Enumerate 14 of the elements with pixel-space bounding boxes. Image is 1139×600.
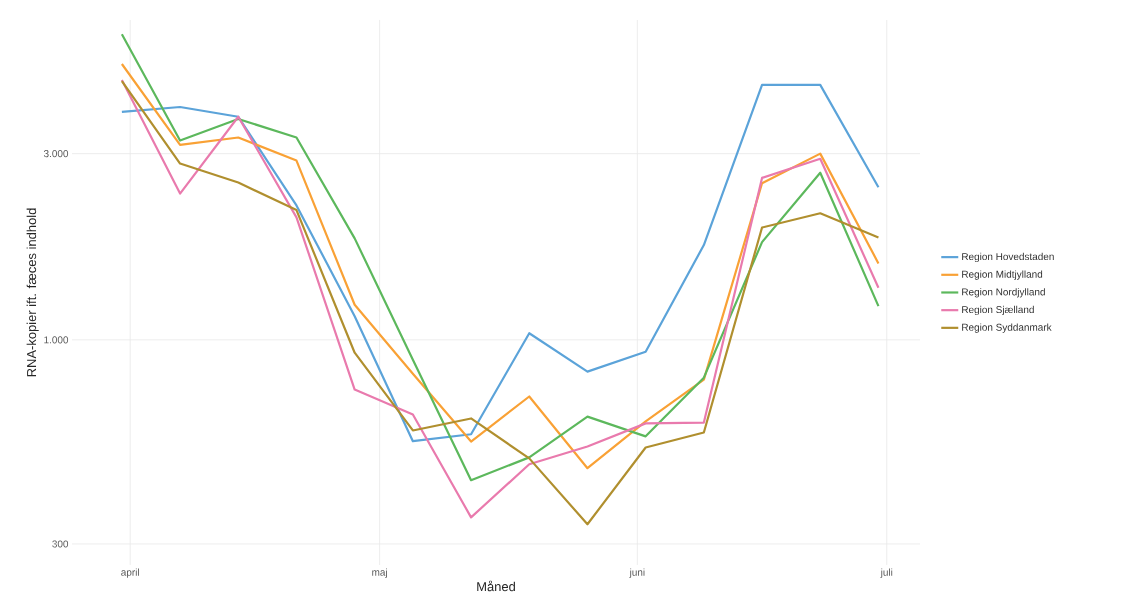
legend-label: Region Syddanmark <box>962 323 1052 333</box>
x-tick-label: april <box>121 568 139 578</box>
y-axis-title: RNA-kopier ift. fæces indhold <box>26 208 39 377</box>
x-tick-label: juli <box>880 568 893 578</box>
x-tick-label: juni <box>629 568 645 578</box>
x-tick-label: maj <box>372 568 387 578</box>
y-tick-label: 300 <box>52 540 69 548</box>
y-tick-label: 3.000 <box>43 150 69 158</box>
legend-label: Region Nordjylland <box>962 288 1045 298</box>
y-tick-label: 1.000 <box>44 336 69 344</box>
legend-label: Region Hovedstaden <box>962 252 1054 263</box>
legend-label: Region Sjælland <box>962 305 1034 316</box>
legend-label: Region Midtjylland <box>962 270 1043 280</box>
x-axis-title: Måned <box>477 580 515 592</box>
